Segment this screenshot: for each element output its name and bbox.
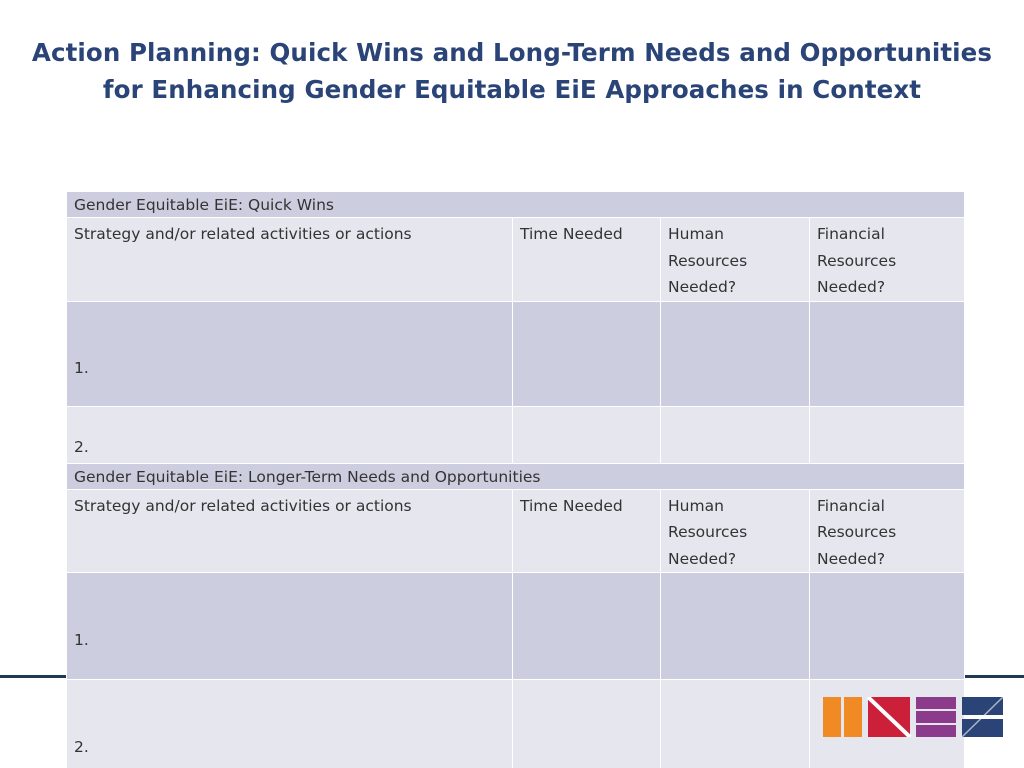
logo-navy-top xyxy=(962,697,1003,715)
human-resources-cell[interactable] xyxy=(660,405,810,464)
table-row: 1. xyxy=(66,300,966,407)
human-resources-cell[interactable] xyxy=(660,300,810,407)
header-financial-resources: Financial Resources Needed? xyxy=(808,217,966,302)
header-human-line-3: Needed? xyxy=(668,549,737,568)
logo-purple-stripe-1 xyxy=(916,697,956,709)
financial-resources-cell[interactable] xyxy=(808,572,966,680)
logo-navy-diagonal xyxy=(961,697,1003,737)
table-row: 2. xyxy=(66,679,966,768)
section-heading-row: Gender Equitable EiE: Longer-Term Needs … xyxy=(65,462,966,490)
header-human-line-2: Resources xyxy=(668,251,748,270)
header-human-line-3: Needed? xyxy=(668,278,737,296)
header-human-line-2: Resources xyxy=(668,523,748,541)
action-planning-table: Gender Equitable EiE: Quick Wins Strateg… xyxy=(65,191,966,768)
header-human-resources: Human Resources Needed? xyxy=(660,217,810,302)
time-cell[interactable] xyxy=(512,679,661,768)
row-number: 2. xyxy=(66,679,513,768)
header-time-needed: Time Needed xyxy=(512,488,661,573)
time-cell[interactable] xyxy=(512,405,661,464)
logo-orange-bar-right xyxy=(844,697,862,737)
header-financial-line-1: Financial xyxy=(817,225,885,243)
title-line-2: for Enhancing Gender Equitable EiE Appro… xyxy=(102,75,922,104)
header-human-line-1: Human xyxy=(668,496,724,515)
brand-logo xyxy=(823,697,1003,737)
footer-rule-right xyxy=(964,675,1024,678)
header-financial-line-3: Needed? xyxy=(817,549,886,568)
header-time-needed: Time Needed xyxy=(512,217,661,302)
header-financial-line-3: Needed? xyxy=(817,278,886,296)
header-financial-resources: Financial Resources Needed? xyxy=(808,488,966,573)
footer-rule-left xyxy=(0,675,66,678)
logo-purple-stripe-3 xyxy=(916,725,956,737)
table-row: 2. xyxy=(66,405,966,464)
logo-red-diagonal xyxy=(866,697,912,737)
header-human-resources: Human Resources Needed? xyxy=(660,488,810,573)
logo-navy-bottom xyxy=(962,719,1003,737)
time-cell[interactable] xyxy=(512,572,661,680)
page-title: Action Planning: Quick Wins and Long-Ter… xyxy=(0,34,1024,108)
header-human-line-1: Human xyxy=(668,225,724,243)
row-number: 2. xyxy=(66,405,513,464)
table-row: 1. xyxy=(66,572,966,680)
human-resources-cell[interactable] xyxy=(660,572,810,680)
financial-resources-cell[interactable] xyxy=(808,300,966,407)
section-heading-quick-wins: Gender Equitable EiE: Quick Wins xyxy=(65,191,966,218)
header-financial-line-2: Resources xyxy=(817,251,897,270)
section-heading-longer-term: Gender Equitable EiE: Longer-Term Needs … xyxy=(65,462,966,490)
column-header-row: Strategy and/or related activities or ac… xyxy=(66,488,966,573)
logo-orange-bar-left xyxy=(823,697,841,737)
financial-resources-cell[interactable] xyxy=(808,405,966,464)
logo-purple-stripe-2 xyxy=(916,711,956,723)
human-resources-cell[interactable] xyxy=(660,679,810,768)
header-strategy: Strategy and/or related activities or ac… xyxy=(66,217,513,302)
row-number: 1. xyxy=(66,300,513,407)
time-cell[interactable] xyxy=(512,300,661,407)
column-header-row: Strategy and/or related activities or ac… xyxy=(66,217,966,302)
header-strategy: Strategy and/or related activities or ac… xyxy=(66,488,513,573)
header-financial-line-1: Financial xyxy=(817,496,885,515)
row-number: 1. xyxy=(66,572,513,680)
section-heading-row: Gender Equitable EiE: Quick Wins xyxy=(65,191,966,218)
header-financial-line-2: Resources xyxy=(817,523,897,541)
title-line-1: Action Planning: Quick Wins and Long-Ter… xyxy=(31,38,993,67)
